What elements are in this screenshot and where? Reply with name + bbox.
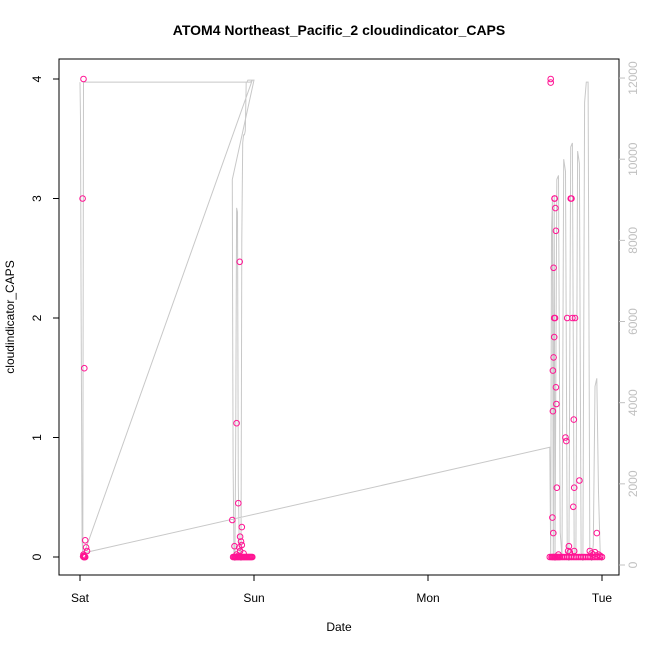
data-point <box>593 529 601 537</box>
x-tick-label: Mon <box>416 591 439 605</box>
data-point <box>551 195 559 202</box>
data-point <box>549 514 556 521</box>
data-point <box>236 258 243 266</box>
y2-tick-label: 2000 <box>626 470 640 497</box>
data-point <box>588 550 595 557</box>
x-axis: Sat Sun Mon Tue <box>71 575 612 605</box>
data-point <box>569 314 576 322</box>
data-point <box>235 499 242 507</box>
data-point <box>568 195 575 202</box>
y2-tick-label: 12000 <box>626 61 640 95</box>
data-point <box>547 75 555 83</box>
data-point <box>238 541 246 549</box>
y-tick-label: 3 <box>30 195 44 202</box>
data-point <box>552 204 559 212</box>
data-point <box>552 227 560 235</box>
data-point <box>550 354 557 361</box>
y-axis-label: cloudindicator_CAPS <box>3 260 17 373</box>
data-point <box>570 416 578 423</box>
data-point <box>562 434 569 441</box>
data-point <box>564 547 572 555</box>
data-point <box>233 419 240 427</box>
x-axis-label: Date <box>326 620 352 634</box>
data-point <box>550 264 557 272</box>
data-point <box>549 367 557 374</box>
data-point <box>249 553 256 561</box>
data-point <box>82 544 90 551</box>
data-point <box>553 400 560 408</box>
data-point <box>233 551 240 558</box>
y2-tick-label: 10000 <box>626 142 640 176</box>
data-point <box>80 75 87 83</box>
y2-tick-label: 6000 <box>626 308 640 335</box>
x-tick-label: Tue <box>592 591 613 605</box>
data-point <box>553 484 561 492</box>
data-point <box>563 437 570 445</box>
line-series-path <box>79 79 603 562</box>
data-point <box>83 547 91 555</box>
points-layer <box>79 75 606 561</box>
y2-tick-label: 4000 <box>626 389 640 416</box>
data-point <box>555 551 562 558</box>
data-point <box>550 333 558 341</box>
y-tick-label: 1 <box>30 434 44 441</box>
chart-title: ATOM4 Northeast_Pacific_2 cloudindicator… <box>173 22 505 38</box>
y-axis-left: 0 1 2 3 4 <box>30 75 59 560</box>
data-point <box>570 484 578 492</box>
data-point <box>571 314 579 322</box>
plot-frame <box>58 58 620 576</box>
data-point <box>565 542 573 550</box>
data-point <box>240 550 247 557</box>
data-point <box>597 552 604 560</box>
y2-tick-label: 8000 <box>626 227 640 254</box>
y-tick-label: 0 <box>30 553 44 560</box>
data-point <box>576 477 583 484</box>
data-point <box>552 384 560 391</box>
data-point <box>550 529 557 537</box>
data-point <box>549 407 557 415</box>
data-point <box>79 195 86 202</box>
data-point <box>81 364 88 372</box>
data-point <box>237 538 245 545</box>
y-tick-label: 2 <box>30 314 44 321</box>
data-point <box>238 523 246 531</box>
data-point <box>570 503 577 511</box>
x-tick-label: Sat <box>71 591 90 605</box>
data-point <box>236 533 244 541</box>
data-point <box>81 537 89 544</box>
data-point <box>547 79 555 86</box>
data-point <box>81 553 89 561</box>
x-tick-label: Sun <box>243 591 264 605</box>
data-point <box>566 548 574 556</box>
data-point <box>595 553 602 561</box>
data-point <box>231 542 238 550</box>
data-point <box>595 551 602 558</box>
data-point <box>551 314 559 322</box>
y-axis-right: 0 2000 4000 6000 8000 10000 12000 <box>619 61 640 568</box>
y-tick-label: 4 <box>30 75 44 82</box>
data-point <box>235 552 242 560</box>
y2-tick-label: 0 <box>626 561 640 568</box>
data-point <box>229 516 236 524</box>
line-series-layer <box>79 79 603 562</box>
data-point <box>570 547 578 555</box>
